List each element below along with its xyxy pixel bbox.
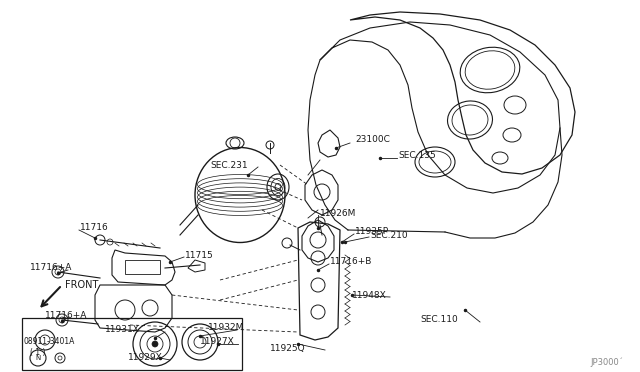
- Text: 11716+B: 11716+B: [330, 257, 372, 266]
- Text: N: N: [35, 355, 40, 361]
- Text: 11927X: 11927X: [200, 337, 235, 346]
- Text: ( 1 ): ( 1 ): [30, 347, 45, 356]
- Text: 11948X: 11948X: [352, 291, 387, 299]
- Text: 11929X: 11929X: [128, 353, 163, 362]
- Text: SEC.135: SEC.135: [398, 151, 436, 160]
- Text: JP3000´: JP3000´: [590, 357, 623, 367]
- Bar: [22, 318, 242, 370]
- Text: 08911-3401A: 08911-3401A: [24, 337, 76, 346]
- Text: 11932M: 11932M: [208, 324, 244, 333]
- Text: SEC.231: SEC.231: [210, 160, 248, 170]
- Text: SEC.210: SEC.210: [370, 231, 408, 240]
- Text: 11925Q: 11925Q: [270, 343, 306, 353]
- Circle shape: [152, 341, 158, 347]
- Text: 11716: 11716: [80, 224, 109, 232]
- Text: SEC.110: SEC.110: [420, 315, 458, 324]
- Text: 11715: 11715: [185, 250, 214, 260]
- Text: 11716+A: 11716+A: [45, 311, 88, 320]
- Text: 23100C: 23100C: [355, 135, 390, 144]
- Text: FRONT: FRONT: [65, 280, 99, 290]
- Text: 11926M: 11926M: [320, 208, 356, 218]
- Text: 11931X: 11931X: [105, 326, 140, 334]
- Text: 11716+A: 11716+A: [30, 263, 72, 273]
- Bar: [125, 260, 160, 274]
- Text: 11935P: 11935P: [355, 228, 389, 237]
